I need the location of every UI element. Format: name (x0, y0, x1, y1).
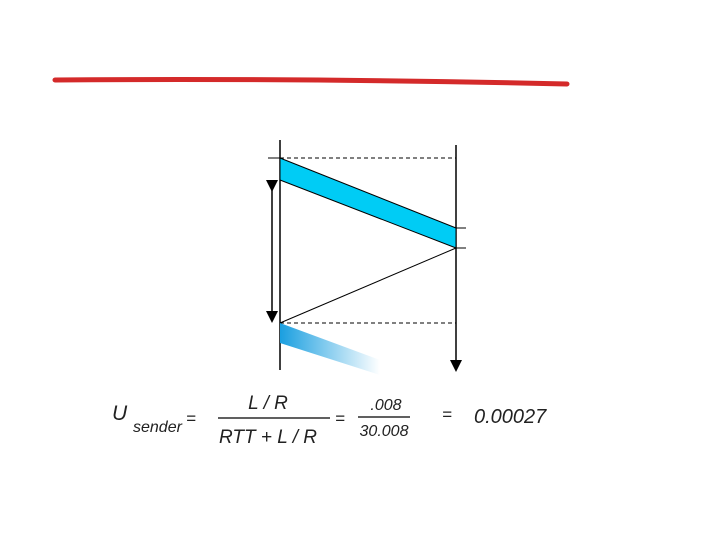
packet (279, 157, 457, 249)
denominator: 30.008 (360, 423, 409, 440)
denominator: RTT + L / R (219, 427, 317, 448)
result: 0.00027 (474, 406, 547, 428)
symbol: U (112, 402, 128, 425)
formula: U sender = L / R RTT + L / R = .008 30.0… (112, 393, 547, 448)
next-packet (280, 323, 380, 375)
equals: = (442, 405, 452, 424)
equals: = (186, 409, 196, 428)
equals: = (335, 409, 345, 428)
numerator: L / R (248, 393, 288, 414)
subscript: sender (133, 419, 183, 436)
timing-diagram (266, 140, 466, 375)
numerator: .008 (370, 397, 401, 414)
ack (279, 247, 457, 324)
title-underline (52, 77, 570, 87)
